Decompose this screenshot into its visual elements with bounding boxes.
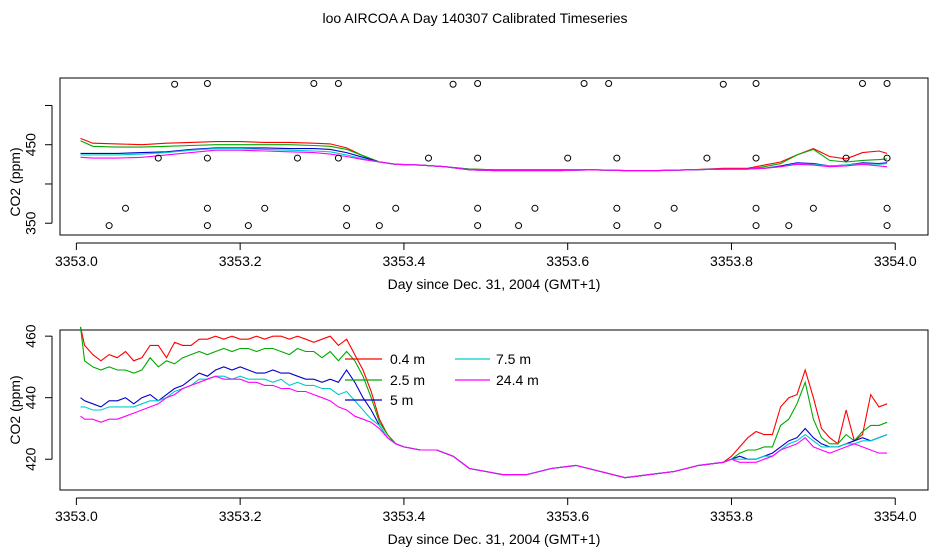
top-marker-point [474,204,482,212]
top-marker-point [474,154,482,162]
bottom-x-axis-label: Day since Dec. 31, 2004 (GMT+1) [388,531,601,547]
top-marker-point [670,204,678,212]
top-marker-point [858,79,866,87]
top-series-line-series-4 [80,149,888,172]
top-marker-point [343,222,351,230]
top-marker-point [752,204,760,212]
top-marker-point [719,80,727,88]
top-marker-point [580,79,588,87]
top-marker-point [424,154,432,162]
top-marker-point [809,204,817,212]
top-marker-point [203,204,211,212]
bottom-panel: 3353.0 3353.2 3353.4 3353.6 3353.8 3354.0 420… [7,324,929,547]
top-marker-point [375,222,383,230]
bottom-x-tick-label: 3353.8 [710,508,753,524]
top-marker-point [752,222,760,230]
top-series-line-series-0 [80,137,888,172]
bottom-y-axis-label: CO2 (ppm) [7,375,23,444]
top-y-tick-label: 450 [23,133,39,157]
bottom-x-axis: 3353.0 3353.2 3353.4 3353.6 3353.8 3354.0 [55,497,917,524]
top-y-axis: 350 450 [23,104,53,235]
top-marker-point [842,154,850,162]
top-marker-point [883,79,891,87]
top-series-line-series-1 [80,140,888,172]
top-x-tick-label: 3353.6 [546,253,589,269]
top-x-tick-label: 3353.4 [383,253,426,269]
top-marker-point [293,154,301,162]
bottom-series-line-0-4-m [79,326,888,479]
top-marker-point [613,204,621,212]
top-marker-point [613,154,621,162]
top-x-tick-label: 3353.0 [55,253,98,269]
top-marker-point [564,154,572,162]
bottom-series-line-5-m [80,366,888,479]
top-marker-point [515,222,523,230]
top-marker-point [703,154,711,162]
top-panel: 3353.0 3353.2 3353.4 3353.6 3353.8 3354.0 350… [7,77,929,292]
legend: 0.4 m 2.5 m 5 m 7.5 m 24.4 m [345,351,539,408]
top-marker-point [605,79,613,87]
top-marker-point [785,222,793,230]
bottom-y-tick-label: 440 [23,386,39,410]
top-marker-point [261,204,269,212]
top-x-tick-label: 3353.8 [710,253,753,269]
legend-label-7-5m: 7.5 m [496,351,531,367]
bottom-x-tick-label: 3353.4 [383,508,426,524]
top-series-group [80,79,891,230]
top-marker-point [105,222,113,230]
top-marker-point [343,204,351,212]
top-x-tick-label: 3354.0 [874,253,917,269]
top-marker-point [531,204,539,212]
legend-label-0-4m: 0.4 m [390,351,425,367]
legend-label-5m: 5 m [390,392,413,408]
top-marker-point [654,222,662,230]
top-y-axis-label: CO2 (ppm) [7,147,23,216]
top-marker-point [203,222,211,230]
top-marker-point [244,222,252,230]
top-marker-point [883,222,891,230]
top-marker-point [449,80,457,88]
top-marker-point [883,204,891,212]
bottom-y-tick-label: 420 [23,447,39,471]
top-marker-point [334,79,342,87]
bottom-series-line-24-4-m [80,375,888,479]
top-marker-point [613,222,621,230]
bottom-series-group [79,326,888,479]
top-marker-point [752,79,760,87]
top-x-axis-label: Day since Dec. 31, 2004 (GMT+1) [388,276,601,292]
top-marker-point [310,79,318,87]
bottom-x-tick-label: 3353.2 [219,508,262,524]
legend-label-24-4m: 24.4 m [496,372,539,388]
top-marker-point [154,154,162,162]
top-y-tick-label: 350 [23,211,39,235]
legend-label-2-5m: 2.5 m [390,372,425,388]
top-plot-frame [59,77,929,236]
top-x-axis: 3353.0 3353.2 3353.4 3353.6 3353.8 3354.0 [55,242,917,269]
bottom-x-tick-label: 3353.6 [546,508,589,524]
top-marker-point [752,154,760,162]
bottom-series-line-7-5-m [80,375,888,479]
top-marker-point [883,154,891,162]
top-marker-point [171,80,179,88]
top-marker-point [334,154,342,162]
top-marker-point [392,204,400,212]
bottom-plot-frame [59,329,929,491]
bottom-x-tick-label: 3354.0 [874,508,917,524]
bottom-y-axis: 420 440 460 [23,324,53,471]
top-marker-point [474,222,482,230]
top-marker-point [474,79,482,87]
bottom-y-tick-label: 460 [23,324,39,348]
top-marker-point [122,204,130,212]
bottom-series-line-2-5-m [79,326,888,479]
chart-title: loo AIRCOA A Day 140307 Calibrated Times… [322,10,628,26]
top-x-tick-label: 3353.2 [219,253,262,269]
bottom-x-tick-label: 3353.0 [55,508,98,524]
top-marker-point [203,154,211,162]
top-marker-point [203,79,211,87]
